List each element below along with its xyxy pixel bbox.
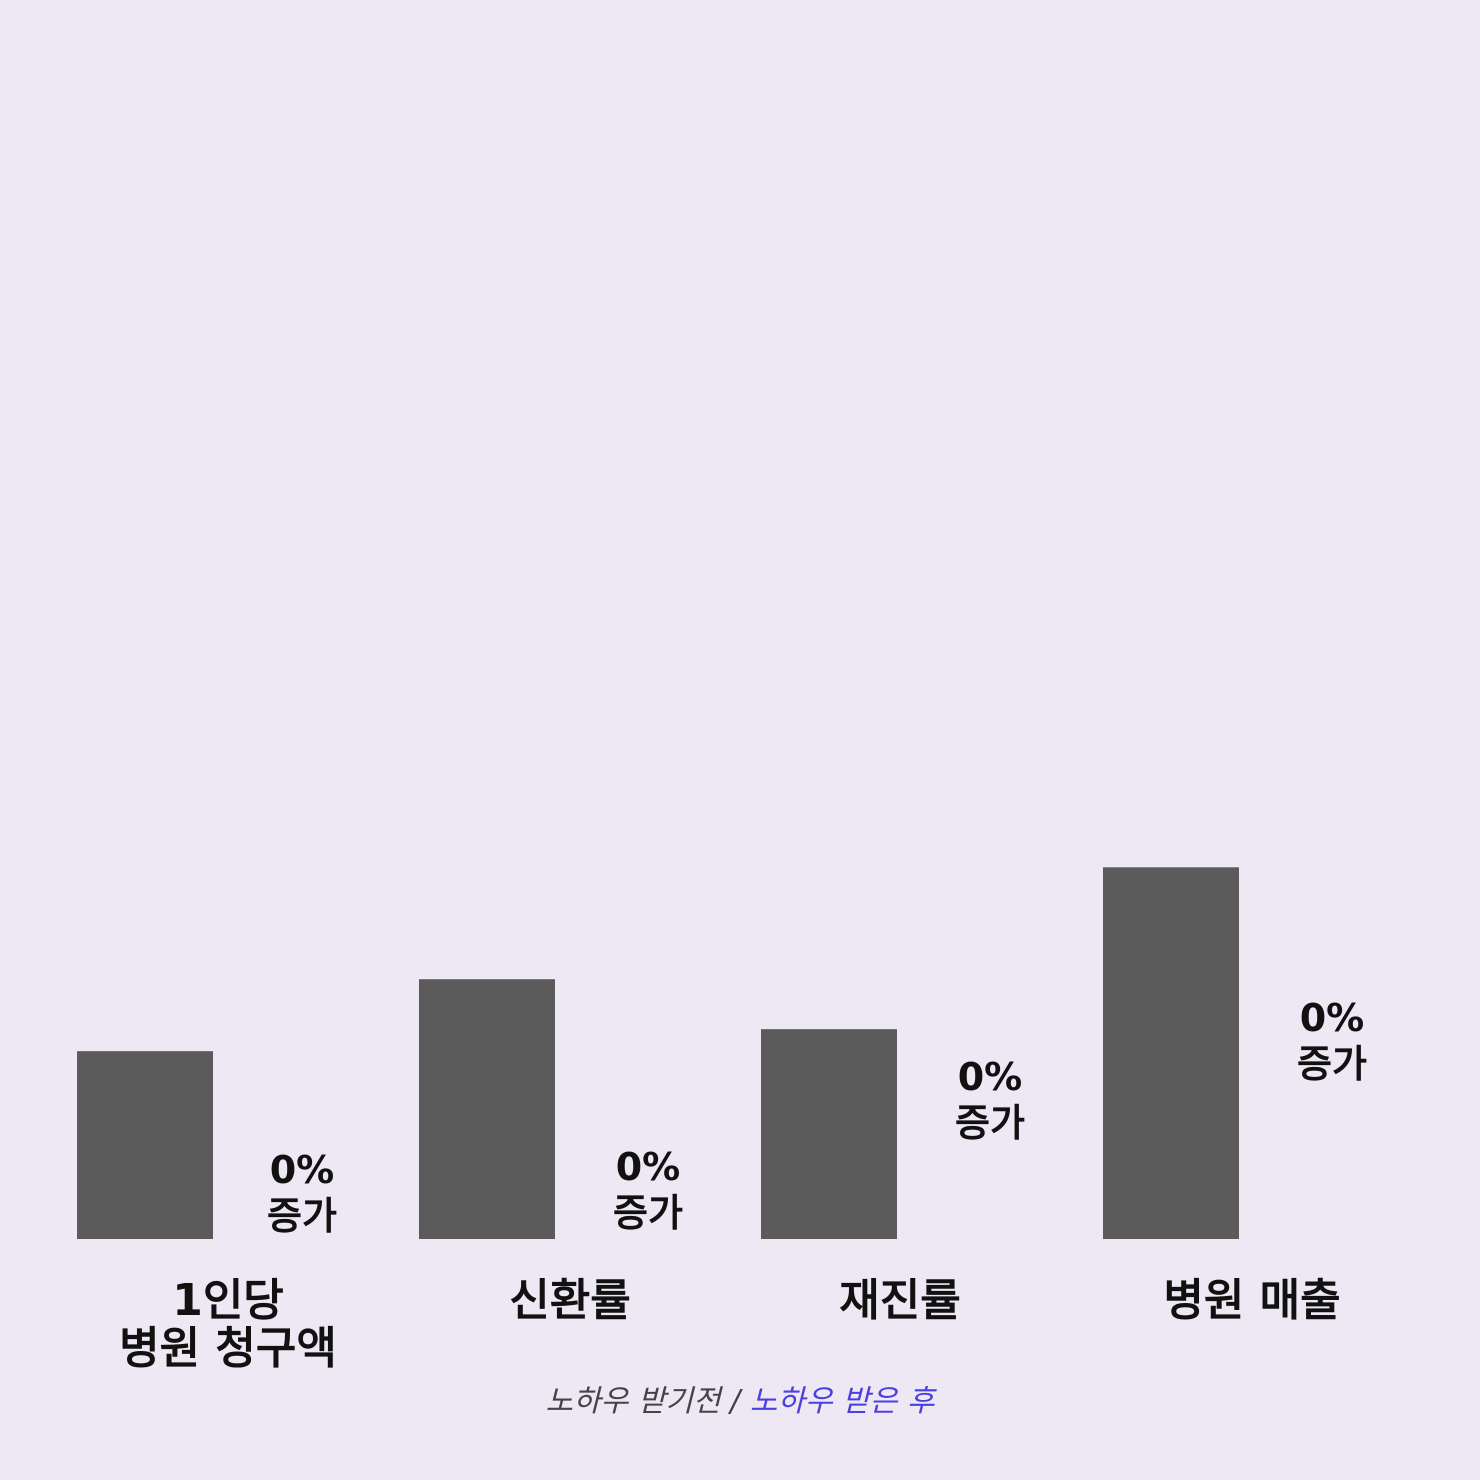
category-label-1-line-2: 병원 청구액 — [119, 1323, 337, 1374]
category-label-4-line-1: 병원 매출 — [1163, 1275, 1340, 1326]
change-label-3-line-2: 증가 — [955, 1101, 1025, 1145]
category-label-2-line-1: 신환률 — [509, 1275, 630, 1326]
change-label-1-line-1: 0% — [270, 1148, 335, 1192]
bar-before-3 — [761, 1029, 897, 1239]
legend-separator: / — [720, 1384, 750, 1419]
bar-before-1 — [77, 1051, 213, 1239]
legend-after-label: 노하우 받은 후 — [749, 1384, 935, 1419]
chart-legend: 노하우 받기전 / 노하우 받은 후 — [0, 1376, 1480, 1420]
change-label-4-line-2: 증가 — [1297, 1042, 1367, 1086]
bar-before-2 — [419, 979, 555, 1239]
bar-before-4 — [1103, 867, 1239, 1239]
category-label-1-line-1: 1인당 — [172, 1275, 284, 1326]
change-label-3-line-1: 0% — [958, 1055, 1023, 1099]
legend-before-label: 노하우 받기전 — [545, 1384, 721, 1419]
category-label-3-line-1: 재진률 — [839, 1275, 960, 1326]
change-label-2-line-2: 증가 — [613, 1191, 683, 1235]
change-label-1-line-2: 증가 — [267, 1194, 337, 1238]
change-label-4-line-1: 0% — [1300, 996, 1365, 1040]
change-label-2-line-1: 0% — [616, 1145, 681, 1189]
